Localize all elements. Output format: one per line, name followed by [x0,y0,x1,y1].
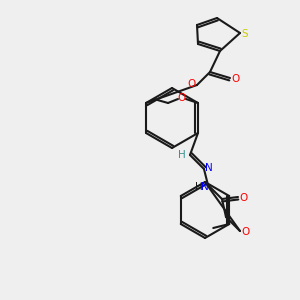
Text: O: O [187,79,195,89]
Text: N: N [201,182,209,192]
Text: H: H [178,150,186,160]
Text: O: O [242,227,250,237]
Text: O: O [232,74,240,84]
Text: N: N [205,163,213,173]
Text: O: O [178,93,186,103]
Text: S: S [242,29,248,39]
Text: O: O [240,193,248,203]
Text: H: H [195,182,203,192]
